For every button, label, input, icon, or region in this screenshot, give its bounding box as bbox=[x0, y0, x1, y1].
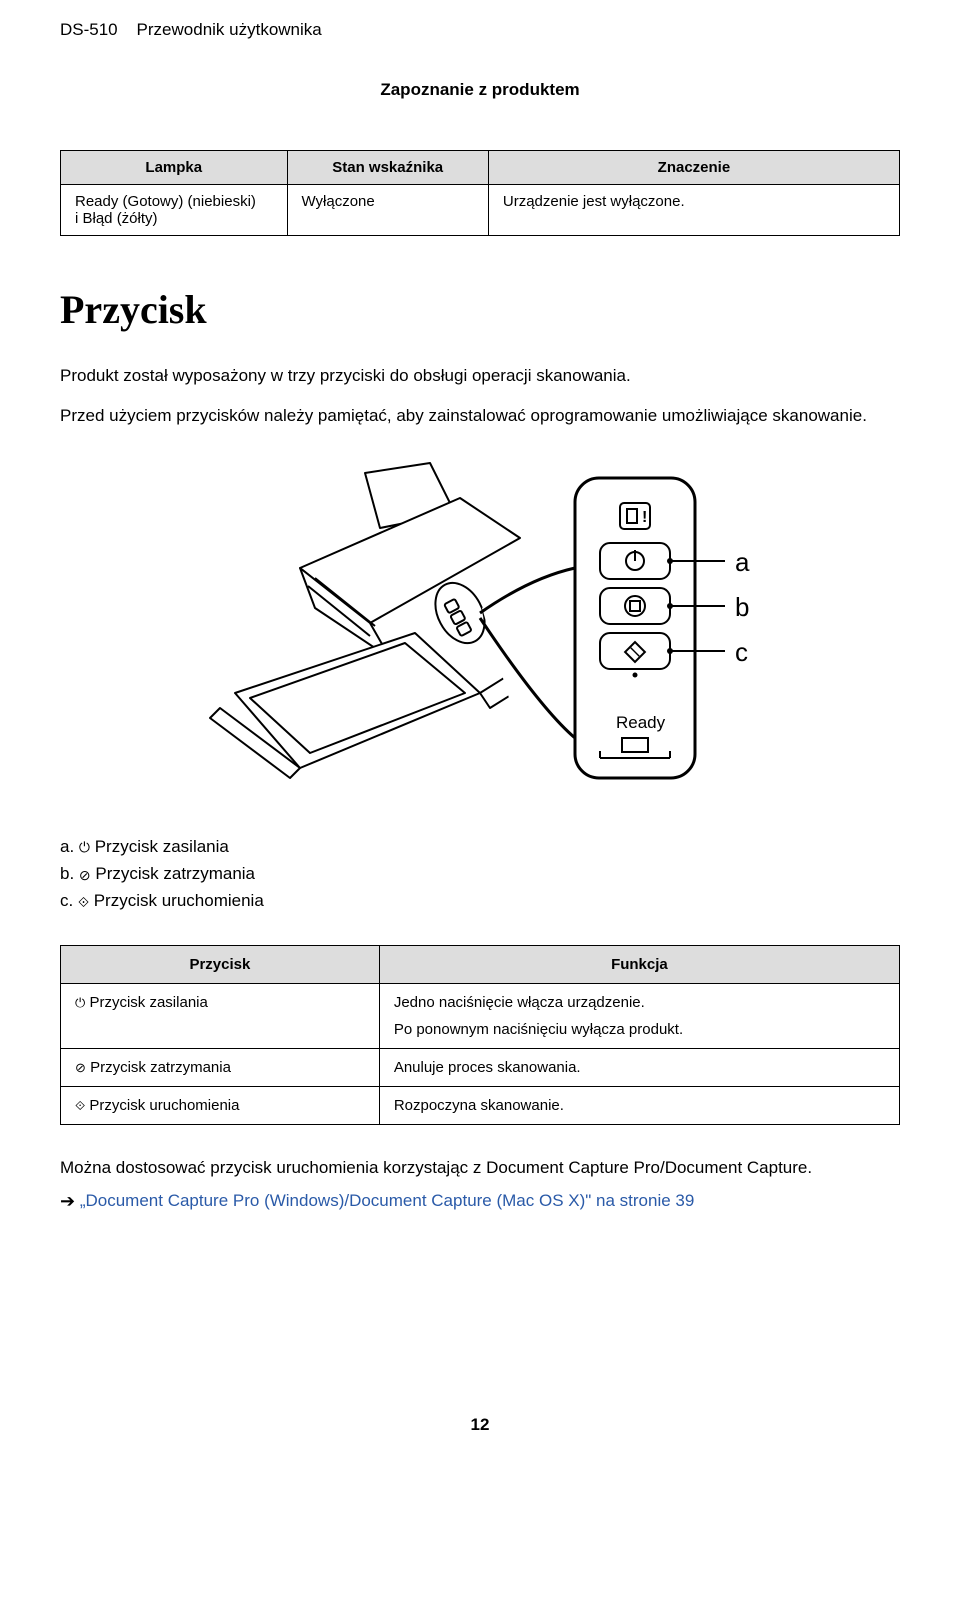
label-ready: Ready bbox=[616, 713, 666, 732]
power-icon: ⏻ bbox=[75, 995, 85, 1010]
th-stan: Stan wskaźnika bbox=[287, 151, 488, 185]
cell-lampka-l2: i Błąd (żółty) bbox=[75, 210, 273, 227]
legend-a: a. ⏻ Przycisk zasilania bbox=[60, 833, 900, 860]
guide-title: Przewodnik użytkownika bbox=[137, 20, 322, 39]
th-lampka: Lampka bbox=[61, 151, 288, 185]
svg-text:!: ! bbox=[642, 509, 647, 526]
footer-link-line: ➔ „Document Capture Pro (Windows)/Docume… bbox=[60, 1188, 900, 1215]
th-przycisk: Przycisk bbox=[61, 945, 380, 983]
cell-znaczenie: Urządzenie jest wyłączone. bbox=[488, 185, 899, 236]
label-b: b bbox=[735, 592, 749, 622]
th-znaczenie: Znaczenie bbox=[488, 151, 899, 185]
th-funkcja: Funkcja bbox=[379, 945, 899, 983]
heading-przycisk: Przycisk bbox=[60, 286, 900, 333]
table-row: ⟐ Przycisk uruchomienia Rozpoczyna skano… bbox=[61, 1086, 900, 1124]
cell-lampka-l1: Ready (Gotowy) (niebieski) bbox=[75, 193, 273, 210]
page-number: 12 bbox=[60, 1415, 900, 1435]
stop-icon: ⊘ bbox=[79, 864, 91, 886]
section-label: Zapoznanie z produktem bbox=[60, 80, 900, 100]
intro-paragraph-1: Produkt został wyposażony w trzy przycis… bbox=[60, 363, 900, 389]
model-number: DS-510 bbox=[60, 20, 118, 39]
label-a: a bbox=[735, 547, 750, 577]
arrow-icon: ➔ bbox=[60, 1188, 75, 1215]
table-row: Ready (Gotowy) (niebieski) i Błąd (żółty… bbox=[61, 185, 900, 236]
function-table: Przycisk Funkcja ⏻ Przycisk zasilania Je… bbox=[60, 945, 900, 1125]
intro-paragraph-2: Przed użyciem przycisków należy pamiętać… bbox=[60, 403, 900, 429]
cell-stan: Wyłączone bbox=[287, 185, 488, 236]
stop-icon: ⊘ bbox=[75, 1060, 86, 1075]
table-row: ⏻ Przycisk zasilania Jedno naciśnięcie w… bbox=[61, 983, 900, 1048]
doc-header: DS-510 Przewodnik użytkownika bbox=[60, 20, 900, 40]
button-legend: a. ⏻ Przycisk zasilania b. ⊘ Przycisk za… bbox=[60, 833, 900, 915]
document-page: DS-510 Przewodnik użytkownika Zapoznanie… bbox=[0, 0, 960, 1600]
table-row: ⊘ Przycisk zatrzymania Anuluje proces sk… bbox=[61, 1048, 900, 1086]
status-table: Lampka Stan wskaźnika Znaczenie Ready (G… bbox=[60, 150, 900, 236]
scanner-diagram: ! a b c Ready bbox=[180, 458, 780, 793]
start-icon: ⟐ bbox=[75, 1098, 85, 1113]
power-icon: ⏻ bbox=[79, 836, 90, 858]
footer-paragraph: Można dostosować przycisk uruchomienia k… bbox=[60, 1155, 900, 1181]
legend-b: b. ⊘ Przycisk zatrzymania bbox=[60, 860, 900, 887]
doc-capture-link[interactable]: „Document Capture Pro (Windows)/Document… bbox=[80, 1191, 695, 1210]
label-c: c bbox=[735, 637, 748, 667]
legend-c: c. ⟐ Przycisk uruchomienia bbox=[60, 887, 900, 914]
start-icon: ⟐ bbox=[78, 891, 89, 913]
